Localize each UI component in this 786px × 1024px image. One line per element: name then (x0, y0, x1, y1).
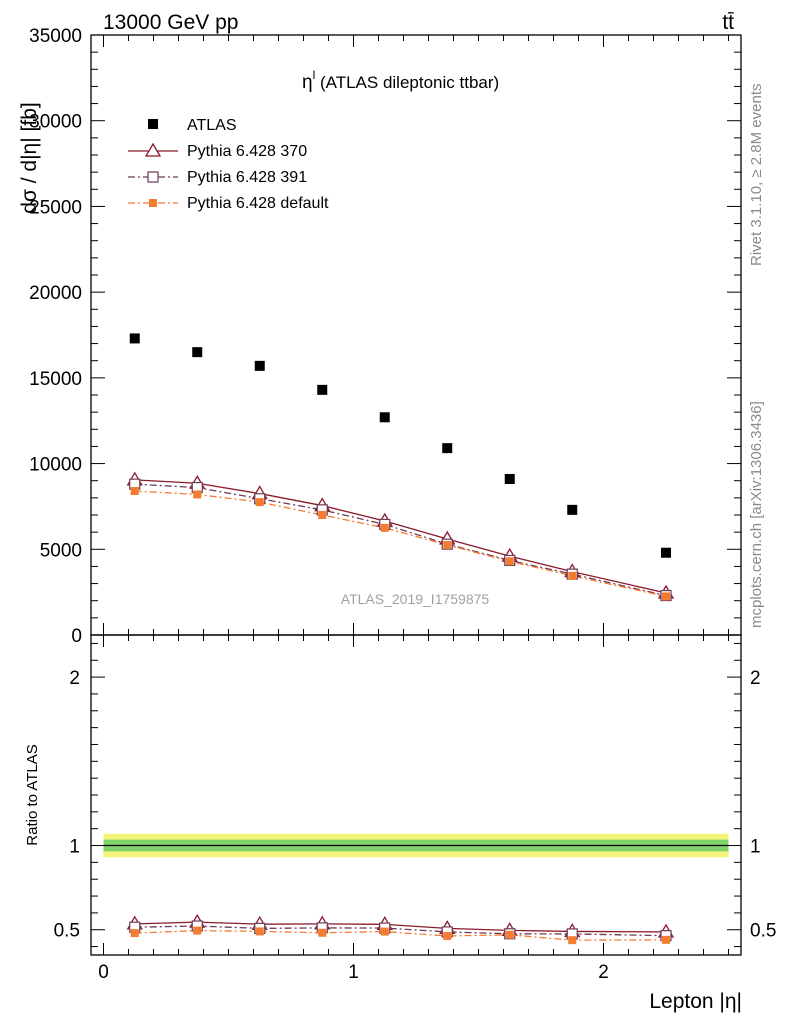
point-pythia-6-428-default (662, 592, 670, 601)
point-atlas (254, 360, 265, 371)
point-pythia-6-428-default (568, 571, 577, 580)
legend-label-pythia-391: Pythia 6.428 391 (187, 169, 307, 186)
header-left: 13000 GeV pp (103, 11, 238, 34)
axes: 0 1 2 0 5000 10000 15000 20000 25000 30000 35000 0.… (29, 26, 776, 983)
legend-label-pythia-370: Pythia 6.428 370 (187, 143, 307, 160)
legend-label-atlas: ATLAS (187, 117, 237, 134)
ratio-y-tick-label: 1 (69, 837, 80, 858)
y-tick-label: 5000 (40, 540, 82, 561)
point-pythia-6-428-default (130, 487, 139, 495)
ratio-point-pythia-6-428-default (443, 931, 452, 940)
point-atlas (442, 443, 453, 454)
ratio-point-pythia-6-428-default (318, 928, 327, 937)
point-pythia-6-428-default (193, 490, 202, 499)
ratio-y-axis-label: Ratio to ATLAS (24, 744, 41, 845)
plot-title-main: η (302, 72, 313, 93)
ratio-y-tick-label-right: 1 (750, 837, 761, 858)
plot-title-rest: (ATLAS dileptonic ttbar) (315, 73, 499, 92)
legend-marker-atlas (148, 119, 158, 129)
point-pythia-6-428-default (505, 557, 514, 566)
legend-marker-pythia-370 (144, 142, 162, 157)
main-panel-series (126, 333, 675, 602)
y-tick-label: 0 (71, 626, 82, 647)
ratio-point-pythia-6-428-default (505, 930, 514, 939)
point-atlas (379, 412, 390, 423)
header-right: tt̄ (722, 11, 734, 34)
ratio-point-pythia-6-428-default (193, 926, 202, 935)
point-pythia-6-428-default (443, 541, 452, 549)
ratio-point-pythia-6-428-default (380, 927, 389, 936)
plot-title: ηl (ATLAS dileptonic ttbar) (302, 68, 499, 93)
x-tick-label: 1 (348, 962, 359, 983)
point-atlas (317, 384, 328, 395)
point-atlas (661, 547, 671, 558)
ratio-point-pythia-6-428-default (662, 935, 670, 944)
legend-label-pythia-default: Pythia 6.428 default (187, 195, 329, 212)
ratio-y-tick-label-right: 0.5 (750, 921, 776, 942)
point-atlas (192, 347, 203, 358)
legend-entry-pythia-391: Pythia 6.428 391 (128, 169, 307, 186)
ratio-point-pythia-6-428-default (568, 936, 577, 945)
point-atlas (504, 474, 515, 484)
ratio-band (103, 833, 729, 858)
ratio-panel-frame (90, 634, 742, 956)
plot-title-sup: l (313, 68, 316, 82)
legend-marker-pythia-391 (147, 171, 159, 183)
y-tick-label: 20000 (29, 283, 82, 304)
y-tick-label: 30000 (29, 112, 82, 133)
point-atlas (567, 504, 578, 515)
ratio-point-pythia-6-428-default (255, 927, 264, 936)
analysis-watermark: ATLAS_2019_I1759875 (341, 591, 490, 607)
x-tick-label: 0 (98, 962, 109, 983)
point-pythia-6-428-default (380, 523, 389, 532)
point-pythia-6-428-default (255, 498, 264, 507)
point-pythia-6-428-default (318, 511, 327, 519)
ratio-y-tick-label: 2 (69, 668, 80, 689)
legend-marker-pythia-default (149, 199, 157, 207)
ratio-y-tick-label-right: 2 (750, 668, 761, 689)
side-label-top: Rivet 3.1.10, ≥ 2.8M events (748, 84, 765, 267)
y-tick-label: 10000 (29, 455, 82, 476)
y-tick-label: 35000 (29, 26, 82, 47)
point-atlas (129, 333, 140, 344)
legend: ATLAS Pythia 6.428 370 Pythia 6.428 391 … (128, 117, 329, 212)
legend-entry-atlas: ATLAS (148, 117, 237, 134)
series-line-pythia-6-428-default (134, 490, 667, 598)
legend-entry-pythia-370: Pythia 6.428 370 (128, 142, 307, 160)
ratio-y-tick-label: 0.5 (54, 921, 80, 942)
y-tick-label: 25000 (29, 197, 82, 218)
ratio-point-pythia-6-428-default (130, 929, 139, 938)
x-tick-label: 2 (598, 962, 609, 983)
series-line-pythia-6-428-391 (134, 483, 667, 597)
side-label-bottom: mcplots.cern.ch [arXiv:1306.3436] (748, 401, 765, 628)
y-axis-label: dσ / d|η| [fb] (18, 102, 41, 213)
legend-entry-pythia-default: Pythia 6.428 default (128, 195, 329, 212)
x-axis-label: Lepton |η| (649, 990, 742, 1013)
ratio-panel-series (126, 913, 675, 945)
y-tick-label: 15000 (29, 369, 82, 390)
